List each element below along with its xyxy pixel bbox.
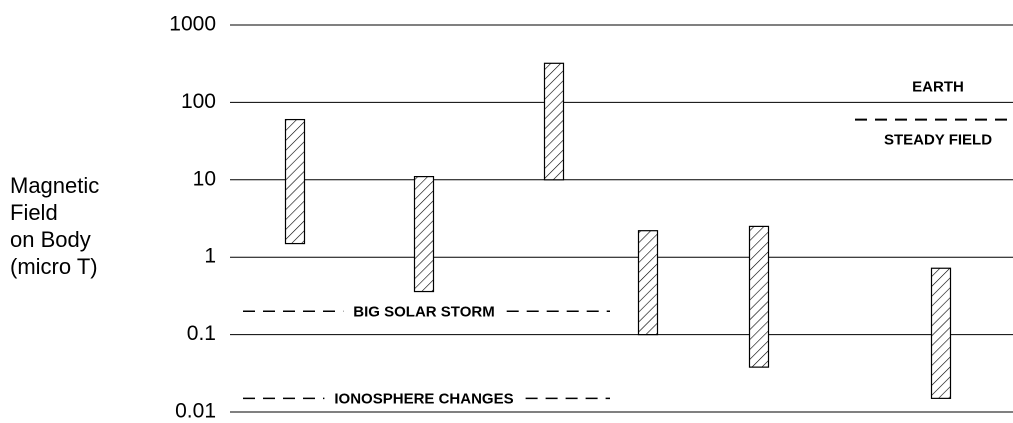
range-bar bbox=[748, 225, 770, 368]
range-bar bbox=[543, 62, 565, 181]
y-tick-label: 100 bbox=[181, 90, 216, 113]
range-bar bbox=[930, 267, 952, 399]
y-axis-label: Field bbox=[10, 200, 58, 225]
y-tick-label: 1000 bbox=[169, 13, 216, 36]
range-bar bbox=[413, 175, 435, 293]
y-tick-label: 0.1 bbox=[187, 322, 216, 345]
reference-label: STEADY FIELD bbox=[884, 132, 992, 149]
reference-label: IONOSPHERE CHANGES bbox=[334, 390, 513, 407]
y-tick-label: 1 bbox=[204, 245, 216, 268]
y-tick-label: 0.01 bbox=[175, 400, 216, 423]
range-bar bbox=[637, 230, 659, 336]
y-axis-label: on Body bbox=[10, 227, 91, 252]
y-axis-label: Magnetic bbox=[10, 173, 99, 198]
y-tick-label: 10 bbox=[193, 167, 216, 190]
range-bar bbox=[284, 118, 306, 245]
reference-label: EARTH bbox=[912, 79, 964, 96]
y-axis-label: (micro T) bbox=[10, 254, 98, 279]
reference-label: BIG SOLAR STORM bbox=[353, 303, 494, 320]
